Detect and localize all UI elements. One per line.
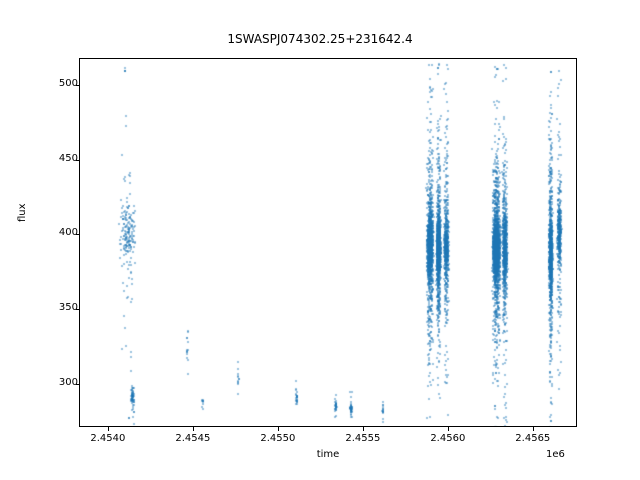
x-axis-label: time xyxy=(316,449,340,460)
x-tick-mark xyxy=(277,427,279,431)
x-tick-mark xyxy=(362,427,364,431)
x-tick-label: 2.4550 xyxy=(260,433,296,444)
y-tick-mark xyxy=(75,159,79,161)
y-tick-mark xyxy=(75,84,79,86)
y-tick-label: 350 xyxy=(58,301,78,313)
scatter-points-layer xyxy=(80,59,576,426)
x-tick-label: 2.4560 xyxy=(430,433,466,444)
y-tick-label: 400 xyxy=(58,227,78,239)
x-tick-label: 2.4540 xyxy=(90,433,126,444)
x-tick-label: 2.4555 xyxy=(345,433,381,444)
y-tick-mark xyxy=(75,383,79,385)
y-axis-label: flux xyxy=(17,203,28,222)
y-tick-mark xyxy=(75,308,79,310)
x-tick-mark xyxy=(107,427,109,431)
y-tick-mark xyxy=(75,234,79,236)
x-tick-label: 2.4565 xyxy=(515,433,551,444)
y-tick-label: 300 xyxy=(58,376,78,388)
x-tick-mark xyxy=(447,427,449,431)
x-tick-mark xyxy=(192,427,194,431)
x-tick-label: 2.4545 xyxy=(175,433,211,444)
scatter-plot-axes xyxy=(79,58,577,427)
y-tick-label: 450 xyxy=(58,152,78,164)
page-title: 1SWASPJ074302.25+231642.4 xyxy=(227,32,413,46)
x-tick-mark xyxy=(532,427,534,431)
y-tick-label: 500 xyxy=(58,77,78,89)
x-axis-offset-text: 1e6 xyxy=(546,449,565,460)
